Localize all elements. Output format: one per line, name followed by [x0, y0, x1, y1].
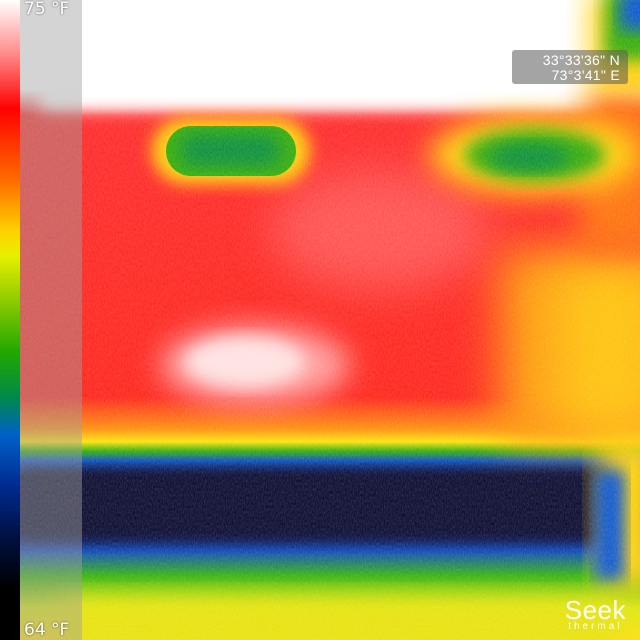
gps-coordinates-box: [512, 50, 628, 84]
gps-longitude: 73°3'41" E: [551, 67, 620, 83]
temperature-scale-bar: [0, 0, 20, 640]
brand-name: Seek: [564, 595, 626, 625]
temperature-scale-overlay: [20, 0, 82, 640]
brand-subtitle: thermal: [568, 621, 623, 632]
seek-thermal-logo-icon: Seek thermal: [564, 595, 626, 632]
max-temperature-label: 75 °F: [24, 0, 70, 19]
gps-latitude: 33°33'36" N: [542, 52, 620, 68]
min-temperature-label: 64 °F: [24, 620, 70, 640]
